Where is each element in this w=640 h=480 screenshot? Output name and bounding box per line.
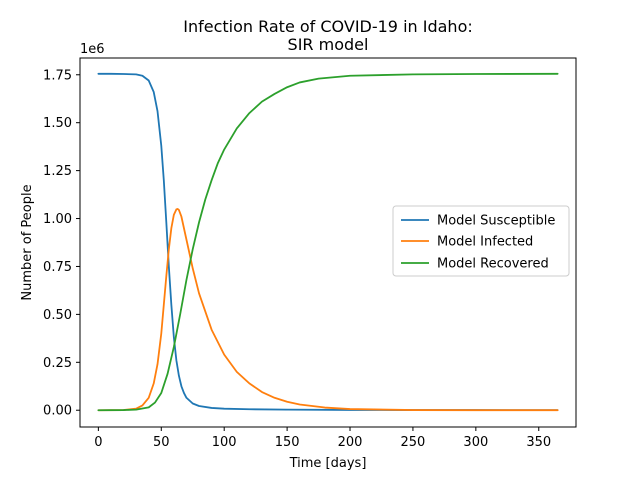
x-tick-label: 0	[94, 435, 102, 450]
y-axis-label: Number of People	[20, 184, 35, 300]
y-tick-label: 0.25	[43, 356, 72, 371]
legend-label-recovered: Model Recovered	[437, 257, 549, 272]
legend-box	[392, 205, 570, 277]
series-layer	[97, 72, 559, 412]
x-axis-label: Time [days]	[289, 456, 367, 471]
plot-frame	[79, 57, 577, 428]
x-tick-label: 350	[526, 435, 551, 450]
legend: Model Susceptible Model Infected Model R…	[392, 205, 570, 277]
series-line-model-infected	[97, 208, 559, 412]
y-tick-label: 1.00	[43, 212, 72, 227]
chart-title-line2: SIR model	[288, 35, 369, 54]
legend-label-susceptible: Model Susceptible	[437, 214, 555, 229]
x-tick-label: 300	[463, 435, 488, 450]
legend-label-infected: Model Infected	[437, 235, 533, 250]
y-tick-label: 0.00	[43, 404, 72, 419]
series-line-model-recovered	[97, 72, 559, 412]
y-tick-label: 1.25	[43, 164, 72, 179]
series-line-model-susceptible	[97, 72, 559, 412]
x-axis-ticks: 0 50 100 150 200 250 300 350	[94, 427, 551, 450]
x-tick-label: 200	[338, 435, 363, 450]
y-tick-label: 0.50	[43, 308, 72, 323]
y-tick-label: 1.50	[43, 116, 72, 131]
y-axis-ticks: 0.00 0.25 0.50 0.75 1.00 1.25 1.50 1.75	[43, 68, 80, 419]
x-tick-label: 150	[275, 435, 300, 450]
x-tick-label: 100	[212, 435, 237, 450]
y-tick-label: 1.75	[43, 68, 72, 83]
y-tick-label: 0.75	[43, 260, 72, 275]
x-tick-label: 250	[401, 435, 426, 450]
x-tick-label: 50	[153, 435, 170, 450]
y-offset-text: 1e6	[80, 42, 105, 57]
chart-title-line1: Infection Rate of COVID-19 in Idaho:	[183, 17, 473, 36]
